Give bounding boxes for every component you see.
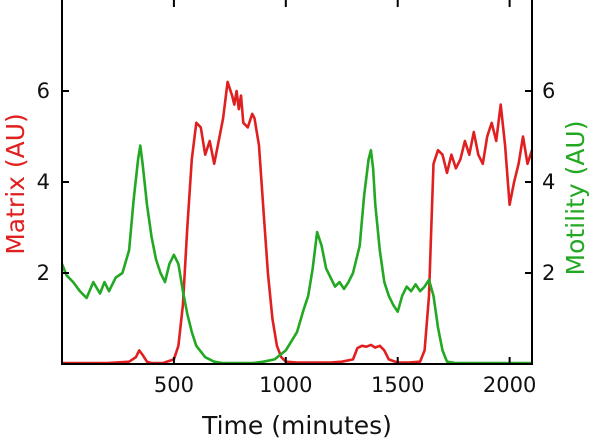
x-tick-label: 2000 [483,373,536,397]
left-y-tick-label: 6 [37,79,50,103]
motility-series-line [60,144,532,365]
matrix-series-line [62,80,534,365]
x-tick-label: 1000 [259,373,312,397]
plot-frame [61,0,533,365]
x-axis-title: Time (minutes) [201,411,392,440]
axis-ticks: 500 1000 1500 2000 2 2 4 4 6 6 [37,0,555,397]
left-y-tick-label: 2 [37,261,50,285]
left-y-axis-title: Matrix (AU) [1,113,30,255]
plot-marks [60,80,534,365]
x-tick-label: 500 [154,373,194,397]
right-y-axis-title: Motility (AU) [561,121,590,276]
right-y-tick-label: 6 [542,79,555,103]
right-y-tick-label: 4 [542,170,555,194]
right-y-tick-label: 2 [542,261,555,285]
left-y-tick-label: 4 [37,170,50,194]
x-tick-label: 1500 [371,373,424,397]
